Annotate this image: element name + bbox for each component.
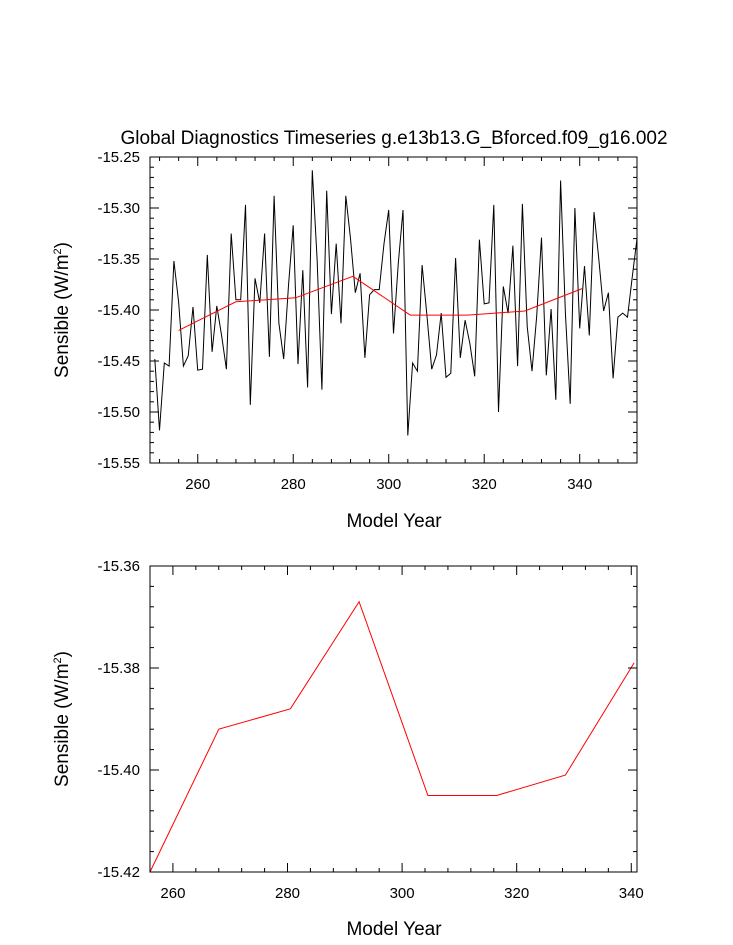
- y-axis-title-end: ): [52, 242, 73, 248]
- y-axis-title: Sensible (W/m2): [52, 651, 73, 787]
- series-marks: [154, 170, 638, 436]
- y-tick-label: -15.30: [97, 200, 140, 217]
- decadal-panel: 260 280 300 320 340-15.42-15.40-15.38-15.36 …: [52, 558, 644, 940]
- y-tick-label: -15.45: [97, 353, 140, 370]
- timeseries-panel: Global Diagnostics Timeseries g.e13b13.G…: [52, 128, 668, 532]
- x-tick-label: 300: [390, 885, 415, 902]
- y-tick-label: -15.40: [97, 762, 140, 779]
- y-tick-label: -15.35: [97, 251, 140, 268]
- x-tick-label: 260: [160, 885, 185, 902]
- axis-ticks: [149, 565, 637, 873]
- axis-ticks: [150, 156, 638, 464]
- x-tick-label: 320: [472, 476, 497, 493]
- series-line-decadal: [178, 275, 583, 331]
- tick-labels: 260 280 300 320 340 -15.42 -15.40 -15.38 -15.36: [97, 558, 643, 902]
- series-line-annual: [154, 170, 638, 436]
- plot-frame: [149, 156, 638, 464]
- y-tick-label: -15.50: [97, 404, 140, 421]
- x-tick-label: 280: [275, 885, 300, 902]
- y-axis-title: Sensible (W/m2): [52, 242, 73, 378]
- tick-labels: 260 280 300 320 340 -15.55 -15.50 -15.45 -15.40 -…: [97, 149, 592, 493]
- chart-title: Global Diagnostics Timeseries g.e13b13.G…: [120, 128, 667, 149]
- x-tick-label: 280: [281, 476, 306, 493]
- y-axis-title-base: Sensible (W/m: [52, 663, 73, 787]
- x-tick-label: 320: [504, 885, 529, 902]
- x-tick-label: 300: [376, 476, 401, 493]
- x-tick-label: 340: [567, 476, 592, 493]
- y-tick-label: -15.55: [97, 455, 140, 472]
- y-tick-label: -15.25: [97, 149, 140, 166]
- series-marks: [149, 600, 635, 873]
- y-tick-label: -15.40: [97, 302, 140, 319]
- y-tick-label: -15.38: [97, 660, 140, 677]
- y-tick-label: -15.42: [97, 864, 140, 881]
- x-axis-title: Model Year: [346, 919, 442, 940]
- x-axis-title: Model Year: [346, 511, 442, 532]
- y-axis-title-base: Sensible (W/m: [52, 254, 73, 378]
- y-axis-title-end: ): [52, 651, 73, 657]
- series-line-decadal: [149, 600, 635, 873]
- x-tick-label: 340: [619, 885, 644, 902]
- y-axis-title-sup: 2: [52, 248, 64, 254]
- plot-frame: [149, 565, 638, 873]
- y-axis-title-sup: 2: [52, 657, 64, 663]
- x-tick-label: 260: [185, 476, 210, 493]
- y-tick-label: -15.36: [97, 558, 140, 575]
